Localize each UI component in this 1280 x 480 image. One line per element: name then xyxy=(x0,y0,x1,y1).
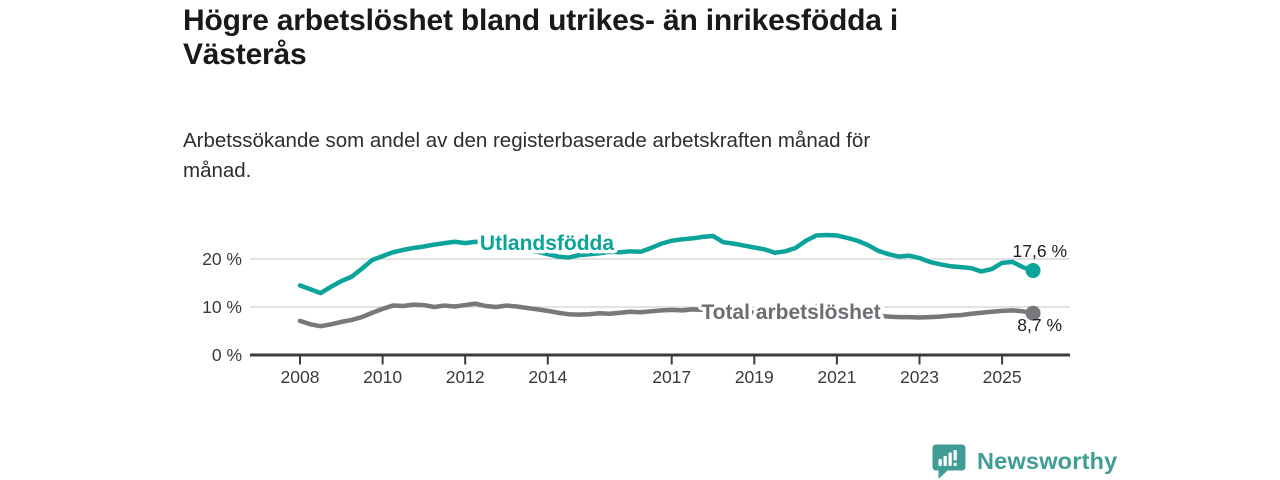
footer-brand[interactable]: Newsworthy xyxy=(931,443,1117,479)
series-line-utlandsf-dda xyxy=(297,232,1036,296)
series-line-total-arbetsl-shet xyxy=(297,301,1036,329)
x-tick-label: 2023 xyxy=(900,367,939,387)
y-tick-label: 0 % xyxy=(212,345,242,365)
x-tick-label: 2025 xyxy=(983,367,1022,387)
series-end-value-label: 8,7 % xyxy=(1017,315,1062,335)
x-tick-label: 2019 xyxy=(735,367,774,387)
series-end-dot xyxy=(1025,263,1041,279)
x-tick-label: 2012 xyxy=(446,367,485,387)
y-tick-label: 10 % xyxy=(202,297,242,317)
newsworthy-wordmark: Newsworthy xyxy=(977,447,1118,474)
x-tick-label: 2010 xyxy=(363,367,402,387)
series-end-dot xyxy=(1025,305,1041,321)
y-tick-label: 20 % xyxy=(202,249,242,269)
series-label: Total arbetslöshet xyxy=(701,301,880,324)
x-tick-label: 2008 xyxy=(281,367,320,387)
series-end-value-label: 17,6 % xyxy=(1013,241,1067,261)
chart-title: Högre arbetslöshet bland utrikes- än inr… xyxy=(183,4,898,72)
x-tick-label: 2021 xyxy=(817,367,856,387)
series-label: Utlandsfödda xyxy=(480,232,614,255)
chart-subtitle: Arbetssökande som andel av den registerb… xyxy=(183,129,871,182)
x-tick-label: 2014 xyxy=(528,367,567,387)
newsworthy-logo-icon xyxy=(932,444,966,479)
x-tick-label: 2017 xyxy=(652,367,691,387)
